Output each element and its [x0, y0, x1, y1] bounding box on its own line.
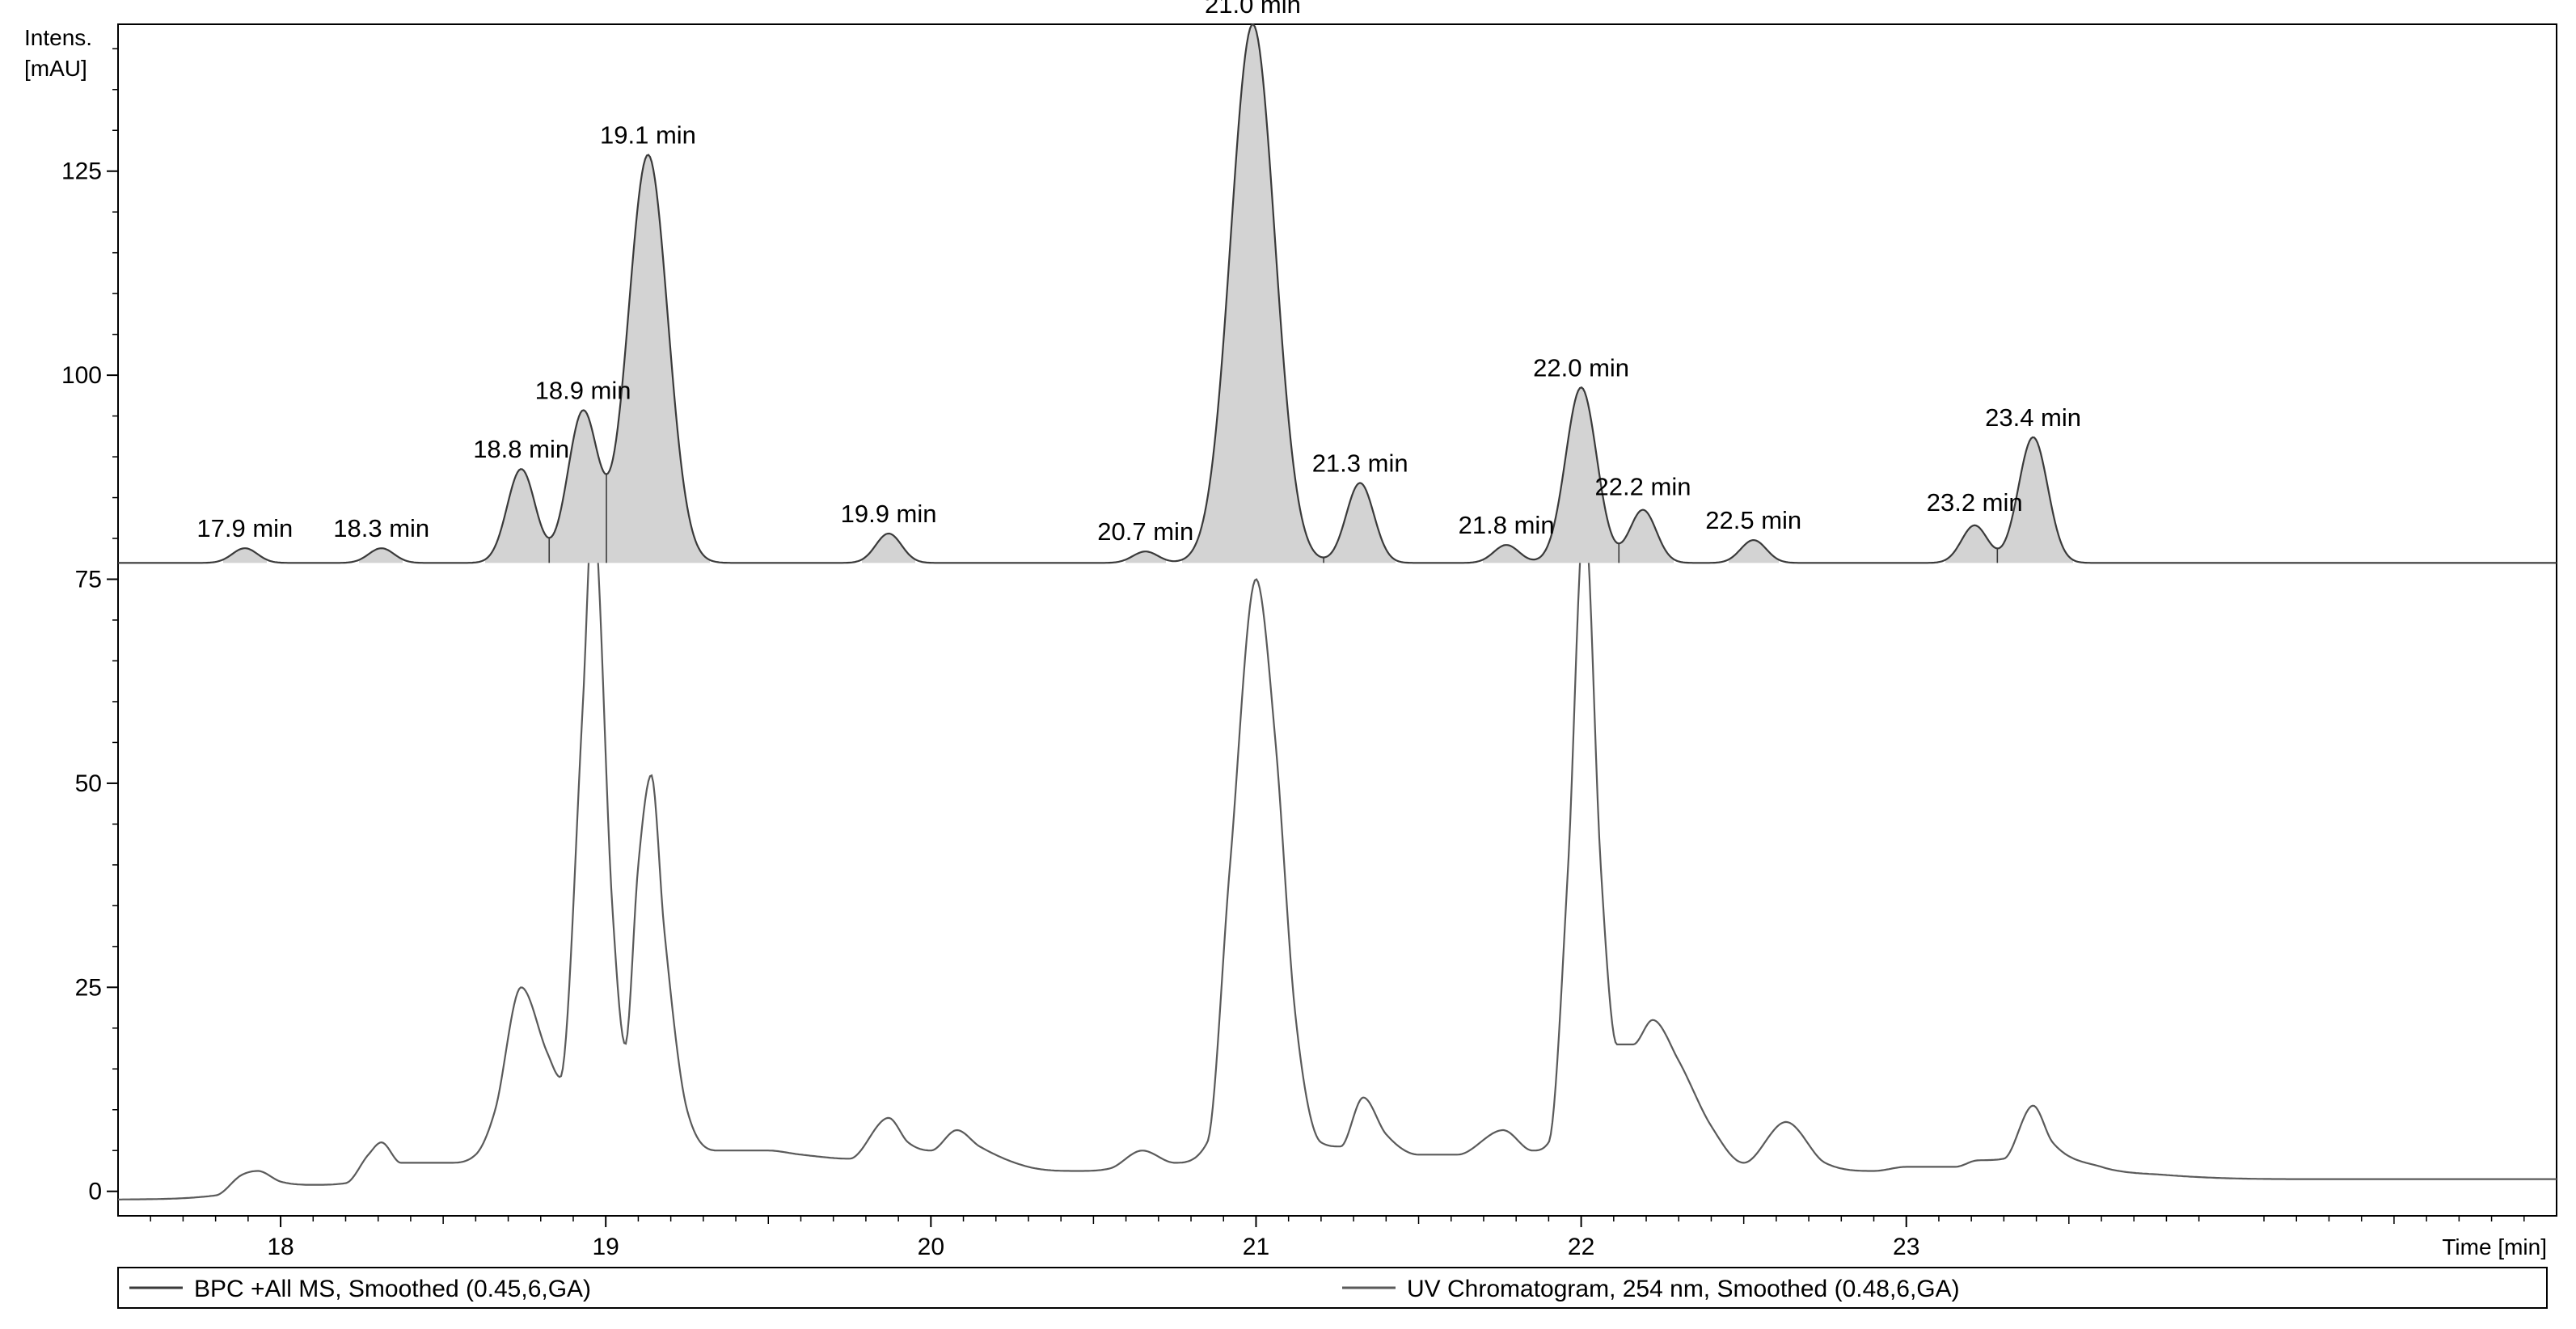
bpc-peak-area-3	[485, 154, 710, 563]
y-tick-label-125: 125	[61, 158, 102, 185]
peak-label-11: 22.0 min	[1533, 353, 1629, 382]
bpc-peak-area-5	[1125, 551, 1166, 563]
bpc-peak-area-9	[1945, 437, 2073, 563]
y-tick-label-100: 100	[61, 362, 102, 389]
x-tick-label-21: 21	[1243, 1234, 1269, 1260]
bpc-peak-area-6	[1182, 24, 1396, 563]
peak-label-14: 23.2 min	[1927, 488, 2023, 517]
peak-label-4: 18.9 min	[535, 376, 631, 404]
peak-label-1: 17.9 min	[196, 514, 293, 542]
peak-label-8: 21.0 min	[1205, 0, 1301, 19]
x-tick-label-22: 22	[1568, 1234, 1594, 1260]
peak-label-6: 19.9 min	[841, 500, 937, 528]
peak-label-5: 19.1 min	[600, 121, 696, 150]
legend: BPC +All MS, Smoothed (0.45,6,GA) UV Chr…	[117, 1267, 2548, 1309]
bpc-peak-area-2	[359, 548, 403, 563]
peak-label-3: 18.8 min	[473, 435, 569, 463]
legend-label-uv: UV Chromatogram, 254 nm, Smoothed (0.48,…	[1407, 1276, 1960, 1302]
bpc-peak-area-8	[1729, 540, 1779, 563]
uv-trace	[118, 504, 2557, 1200]
y-tick-label-25: 25	[75, 974, 102, 1001]
peak-label-7: 20.7 min	[1097, 517, 1193, 546]
bpc-peak-area-4	[862, 534, 915, 563]
peak-label-9: 21.3 min	[1312, 449, 1408, 477]
x-tick-label-20: 20	[918, 1234, 944, 1260]
bpc-trace	[118, 23, 2557, 564]
x-tick-label-23: 23	[1893, 1234, 1919, 1260]
y-axis-title-line2: [mAU]	[24, 56, 87, 81]
legend-label-bpc: BPC +All MS, Smoothed (0.45,6,GA)	[194, 1276, 591, 1302]
y-tick-label-0: 0	[88, 1179, 102, 1205]
bpc-peak-area-1	[223, 548, 267, 563]
peak-label-15: 23.4 min	[1985, 403, 2081, 432]
x-tick-label-18: 18	[267, 1234, 293, 1260]
legend-box	[117, 1267, 2548, 1309]
y-tick-label-50: 50	[75, 770, 102, 797]
plot-area: 17.9 min 18.3 min 18.8 min 18.9 min 19.1 min…	[24, 0, 2557, 1260]
x-axis-title: Time [min]	[2442, 1234, 2547, 1259]
x-tick-label-19: 19	[593, 1234, 619, 1260]
plot-frame	[117, 23, 2557, 1217]
peak-label-12: 22.2 min	[1595, 473, 1691, 501]
y-axis-title-line1: Intens.	[24, 25, 92, 50]
y-tick-label-75: 75	[75, 567, 102, 593]
peak-label-13: 22.5 min	[1705, 506, 1801, 534]
bpc-peak-area-7	[1483, 387, 1674, 563]
peak-label-10: 21.8 min	[1459, 511, 1555, 539]
peak-label-2: 18.3 min	[333, 514, 429, 542]
